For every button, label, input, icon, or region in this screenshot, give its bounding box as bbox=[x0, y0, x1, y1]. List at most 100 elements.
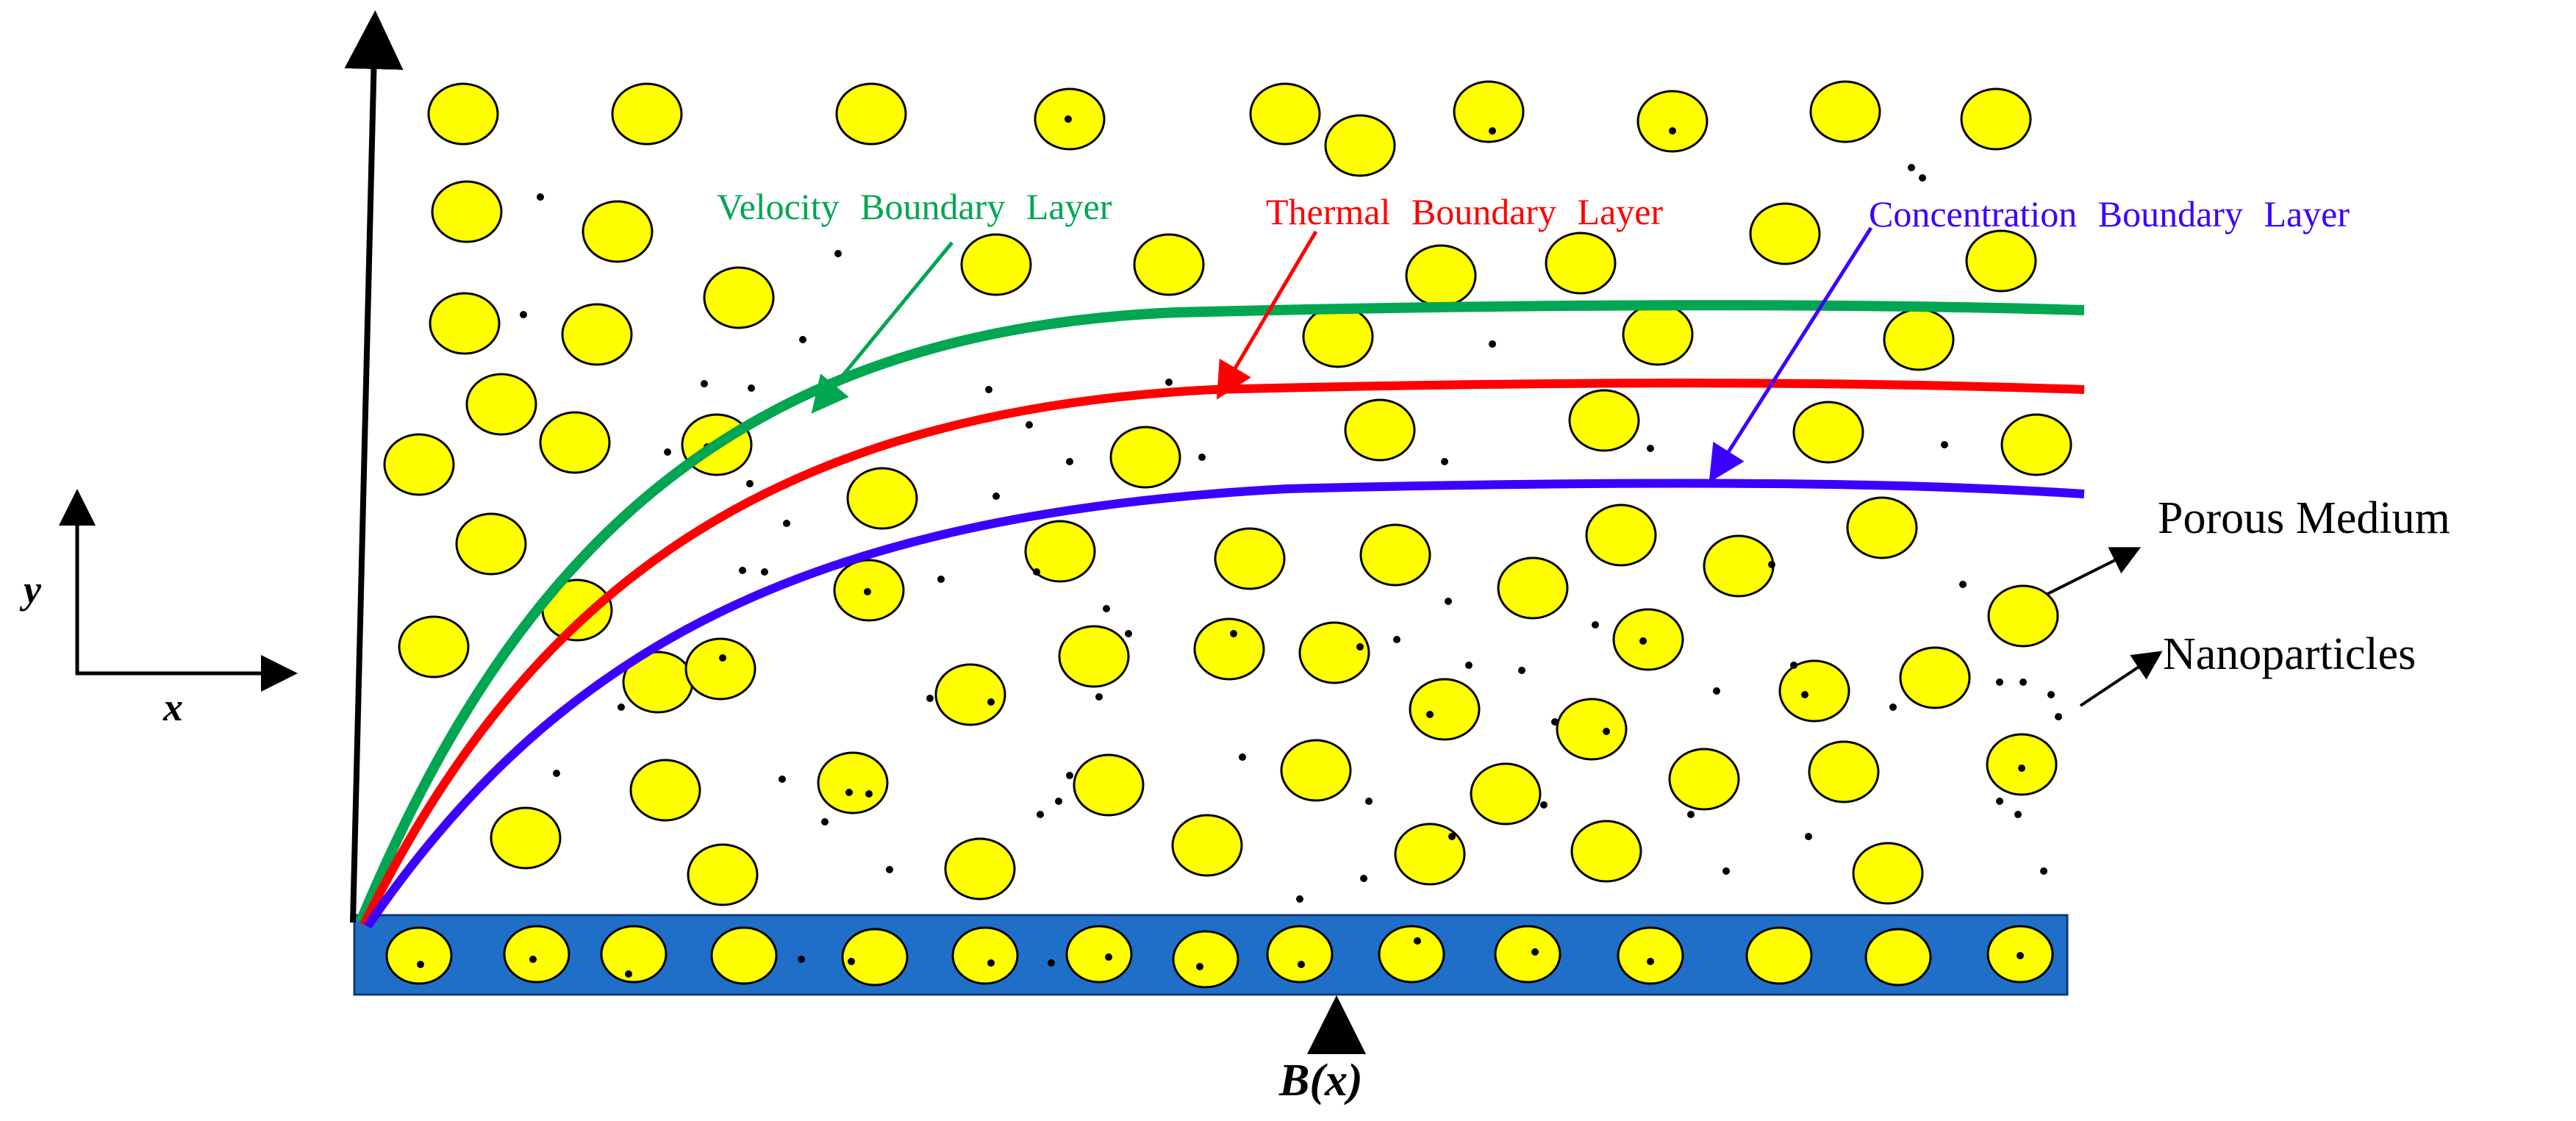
nanoparticle-dot bbox=[848, 958, 855, 965]
nanoparticle-dot bbox=[1365, 798, 1373, 805]
porous-particle bbox=[429, 292, 501, 355]
porous-particle bbox=[383, 433, 455, 496]
porous-particle bbox=[1556, 698, 1628, 761]
nanoparticle-dot bbox=[664, 448, 671, 456]
nanoparticle-dot bbox=[618, 703, 625, 711]
porous-particle bbox=[600, 925, 668, 984]
porous-particle bbox=[1453, 80, 1525, 143]
porous-particle bbox=[951, 926, 1019, 985]
nanoparticle-dot bbox=[417, 961, 424, 968]
nanoparticle-dot bbox=[799, 336, 806, 343]
porous-particle bbox=[703, 266, 775, 329]
nanoparticles-label: Nanoparticles bbox=[2163, 629, 2416, 679]
axis-y-label: y bbox=[19, 567, 42, 612]
porous-particle bbox=[629, 759, 701, 822]
nanoparticle-dot bbox=[1768, 561, 1775, 568]
porous-particle bbox=[465, 373, 537, 436]
porous-particle bbox=[1497, 556, 1569, 620]
nanoparticle-dot bbox=[520, 311, 527, 318]
nanoparticle-dot bbox=[553, 770, 560, 777]
porous-particle bbox=[1405, 244, 1477, 307]
porous-particle bbox=[687, 843, 759, 906]
porous-particle bbox=[1545, 232, 1617, 295]
nanoparticle-dot bbox=[864, 588, 871, 595]
nanoparticle-dot bbox=[1103, 605, 1110, 612]
axis-x-label: x bbox=[162, 685, 183, 729]
nanoparticle-dot bbox=[2018, 764, 2025, 772]
porous-particle bbox=[490, 806, 562, 870]
porous-particle bbox=[1808, 740, 1880, 803]
porous-particle bbox=[1987, 584, 2059, 648]
nanoparticle-dot bbox=[1105, 953, 1112, 961]
nanoparticle-dot bbox=[865, 790, 873, 798]
porous-particle bbox=[1846, 496, 1918, 559]
porous-particle bbox=[1280, 739, 1352, 802]
nanoparticle-dot bbox=[1239, 753, 1246, 761]
nanoparticle-dot bbox=[1125, 630, 1132, 637]
nanoparticle-dot bbox=[1805, 833, 1812, 840]
nanoparticle-dot bbox=[1441, 458, 1448, 465]
porous-particle bbox=[1617, 926, 1684, 985]
nanoparticle-dot bbox=[1026, 421, 1033, 429]
nanoparticle-dot bbox=[1165, 379, 1173, 386]
nanoparticle-dot bbox=[761, 568, 768, 576]
nanoparticle-dot bbox=[1790, 662, 1797, 669]
porous-particle bbox=[1749, 202, 1821, 265]
nanoparticle-dot bbox=[798, 956, 805, 963]
porous-particle bbox=[710, 926, 778, 985]
nanoparticle-dot bbox=[1048, 959, 1055, 967]
porous-particle bbox=[1024, 520, 1096, 583]
nanoparticle-dot bbox=[2019, 678, 2027, 686]
nanoparticle-dot bbox=[1037, 811, 1044, 818]
porous-particle bbox=[611, 82, 683, 146]
nanoparticle-dot bbox=[1066, 772, 1073, 779]
thermal-layer-label: Thermal Boundary Layer bbox=[1266, 191, 1663, 232]
porous-particle bbox=[1394, 823, 1466, 886]
porous-particle bbox=[1249, 82, 1321, 146]
nanoparticle-dot bbox=[1489, 340, 1496, 348]
nanoparticle-dot bbox=[529, 956, 537, 963]
nanoparticle-dot bbox=[1033, 568, 1040, 576]
nanoparticle-dot bbox=[537, 193, 544, 201]
porous-particle bbox=[1585, 504, 1657, 567]
nanoparticle-dot bbox=[1095, 693, 1103, 701]
porous-particle bbox=[2000, 413, 2072, 476]
nanoparticle-dot bbox=[1393, 636, 1400, 643]
porous-particle bbox=[1470, 762, 1542, 825]
porous-medium-particles bbox=[383, 80, 2072, 906]
concentration-pointer-arrow bbox=[1709, 226, 1873, 483]
porous-particle bbox=[960, 233, 1032, 296]
porous-particle bbox=[1133, 233, 1205, 296]
thermal-boundary-curve bbox=[359, 379, 2085, 927]
nanoparticle-dot bbox=[625, 970, 632, 978]
porous-particle bbox=[503, 925, 570, 984]
nanoparticle-dot bbox=[2040, 867, 2047, 875]
porous-particle bbox=[1883, 308, 1955, 371]
porous-particle bbox=[427, 82, 499, 146]
porous-particle bbox=[841, 928, 909, 986]
porous-particle bbox=[1568, 389, 1640, 452]
nanoparticle-dot bbox=[783, 520, 790, 527]
nanoparticle-dot bbox=[987, 959, 995, 967]
porous-particle bbox=[1636, 90, 1709, 153]
nanoparticle-dot bbox=[1298, 961, 1305, 968]
porous-particle bbox=[1852, 842, 1924, 905]
porous-particle bbox=[684, 637, 756, 701]
thermal-pointer-arrow bbox=[1216, 230, 1318, 400]
porous-particle bbox=[1809, 80, 1881, 143]
porous-particle bbox=[1302, 305, 1374, 368]
porous-particle bbox=[431, 180, 503, 243]
porous-particle bbox=[1193, 617, 1265, 681]
nanoparticle-dot bbox=[834, 250, 842, 257]
porous-particle bbox=[1570, 820, 1642, 883]
porous-particle bbox=[1073, 753, 1145, 817]
nanoparticle-dot bbox=[1959, 581, 1967, 588]
porous-particle bbox=[1266, 925, 1334, 984]
nanoparticle-dot bbox=[1540, 801, 1548, 809]
nanoparticle-dot bbox=[1647, 958, 1654, 965]
nanoparticle-dot bbox=[1996, 798, 2003, 805]
nanoparticle-dot bbox=[1445, 598, 1452, 605]
nanoparticle-dots bbox=[520, 115, 2062, 903]
nanoparticle-dot bbox=[2055, 713, 2062, 720]
